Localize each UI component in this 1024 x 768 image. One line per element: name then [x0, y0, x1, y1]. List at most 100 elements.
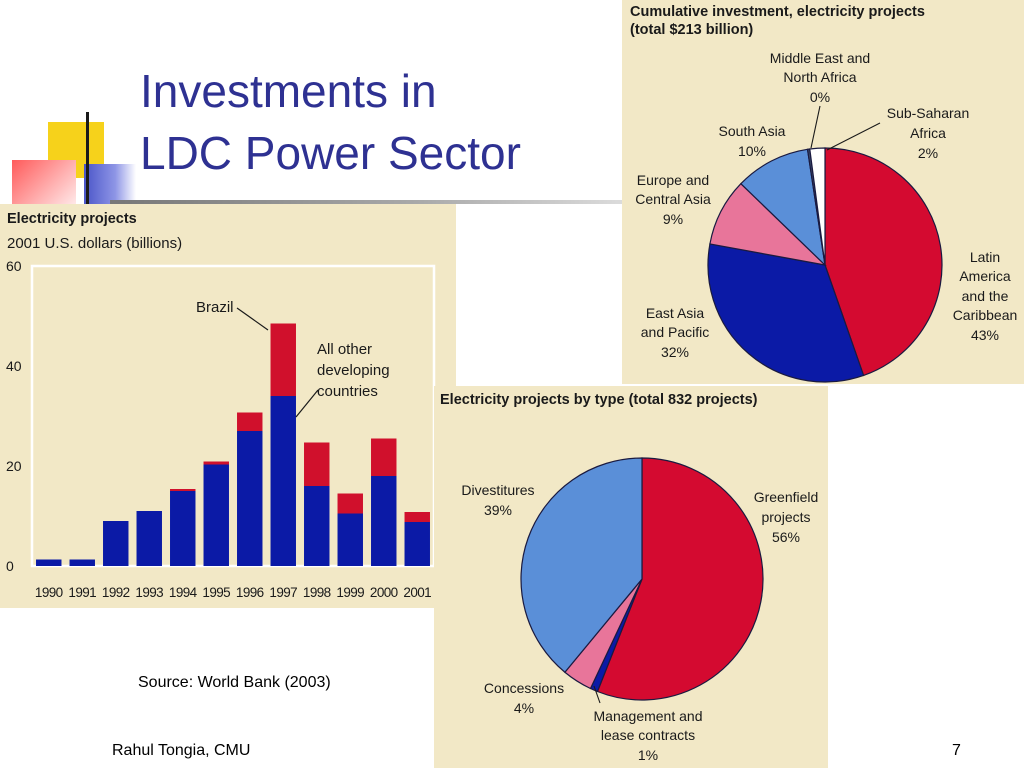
pie-region-label-europe-line-1: Europe and	[637, 172, 709, 188]
bar-1994-other	[170, 491, 196, 566]
y-tick-label: 60	[6, 258, 22, 274]
bar-1994-brazil	[170, 489, 196, 491]
x-tick-label: 1999	[336, 585, 364, 600]
pie-type-slice-3	[520, 457, 643, 674]
bar-1990-other	[36, 559, 62, 566]
bar-2000-brazil	[371, 438, 397, 476]
pie-region-label-latin-line-1: Latin	[970, 249, 1000, 265]
pie-region-label-latin-line-2: America	[959, 268, 1011, 284]
pie-region-slice-5	[809, 147, 826, 266]
pie-region-label-ssa-line-2: Africa	[910, 125, 946, 141]
pie-region-label-eastasia-line-1: East Asia	[646, 305, 705, 321]
pie-region-pct-latin: 43%	[971, 327, 999, 343]
footer-author: Rahul Tongia, CMU	[112, 742, 251, 759]
bar-chart-title: Electricity projects	[7, 211, 137, 227]
footer-page-number: 7	[952, 742, 961, 759]
pie-type-label-greenfield-line-2: projects	[761, 509, 810, 525]
slide-title-line-2: LDC Power Sector	[140, 127, 521, 179]
x-tick-label: 1995	[202, 585, 230, 600]
pie-region-pct-southasia: 10%	[738, 143, 766, 159]
pie-type-leader-mgmt	[593, 685, 601, 704]
x-tick-label: 2000	[370, 585, 398, 600]
annotation-other-line-2: developing	[317, 362, 390, 379]
bar-chart-panel: Electricity projects 2001 U.S. dollars (…	[0, 204, 456, 608]
bar-1996-brazil	[237, 412, 263, 431]
annotation-leader-brazil	[236, 307, 269, 331]
pie-region-label-europe-line-2: Central Asia	[635, 191, 711, 207]
pie-region-leader-mena	[810, 105, 821, 149]
pie-region-panel: Cumulative investment, electricity proje…	[622, 0, 1024, 384]
decor-blue-square	[84, 164, 136, 204]
pie-type-pct-greenfield: 56%	[772, 529, 800, 545]
slide-title: Investments in LDC Power Sector	[140, 60, 610, 184]
pie-type-label-concessions: Concessions	[484, 680, 564, 696]
pie-type-slice-0	[596, 457, 764, 701]
pie-type-pct-mgmt: 1%	[638, 747, 658, 763]
x-tick-label: 1993	[135, 585, 163, 600]
pie-region-pct-ssa: 2%	[918, 145, 938, 161]
pie-region-pct-eastasia: 32%	[661, 344, 689, 360]
bar-1997-other	[270, 396, 296, 566]
x-tick-label: 1997	[269, 585, 297, 600]
slide-title-line-1: Investments in	[140, 65, 437, 117]
bar-1998-brazil	[304, 442, 330, 486]
bar-1999-brazil	[337, 493, 363, 514]
pie-chart-region: Cumulative investment, electricity proje…	[630, 4, 1018, 383]
decor-red-square	[12, 160, 76, 204]
pie-region-slice-1	[707, 243, 865, 383]
pie-region-label-mena-line-2: North Africa	[783, 69, 856, 85]
source-note: Source: World Bank (2003)	[138, 674, 331, 691]
pie-type-label-mgmt-line-2: lease contracts	[601, 727, 695, 743]
pie-region-label-latin-line-3: and the	[962, 288, 1009, 304]
x-tick-label: 1996	[236, 585, 264, 600]
pie-region-pct-mena: 0%	[810, 89, 830, 105]
pie-region-slice-3	[740, 148, 826, 267]
annotation-brazil: Brazil	[196, 299, 234, 316]
bar-1991-other	[69, 559, 95, 566]
decor-vertical-line	[86, 112, 89, 210]
x-tick-label: 1998	[303, 585, 331, 600]
pie-type-panel: Electricity projects by type (total 832 …	[434, 386, 828, 768]
pie-type-pct-divestitures: 39%	[484, 502, 512, 518]
bar-2000-other	[371, 476, 397, 566]
bar-1999-other	[337, 513, 363, 566]
bar-1995-other	[203, 464, 229, 566]
x-tick-label: 1991	[68, 585, 96, 600]
pie-region-title-line-2: (total $213 billion)	[630, 22, 753, 38]
pie-region-slice-0	[824, 147, 943, 377]
pie-region-label-ssa-line-1: Sub-Saharan	[887, 105, 970, 121]
bar-1993-other	[136, 511, 162, 566]
y-tick-label: 40	[6, 358, 22, 374]
pie-type-title: Electricity projects by type (total 832 …	[440, 392, 758, 408]
pie-region-title-line-1: Cumulative investment, electricity proje…	[630, 4, 925, 20]
pie-chart-type: Electricity projects by type (total 832 …	[440, 392, 819, 763]
pie-region-label-eastasia-line-2: and Pacific	[641, 324, 709, 340]
x-tick-label: 1992	[102, 585, 130, 600]
annotation-other-line-3: countries	[317, 383, 378, 400]
bar-1998-other	[304, 486, 330, 566]
pie-type-label-divestitures: Divestitures	[461, 482, 534, 498]
bar-1997-brazil	[270, 323, 296, 396]
pie-type-label-mgmt-line-1: Management and	[594, 708, 703, 724]
annotation-leader-other	[295, 389, 319, 418]
pie-region-pct-europe: 9%	[663, 211, 683, 227]
bar-1995-brazil	[203, 461, 229, 465]
bar-2001-brazil	[404, 512, 430, 522]
pie-type-label-greenfield-line-1: Greenfield	[754, 489, 819, 505]
pie-region-label-latin-line-4: Caribbean	[953, 307, 1018, 323]
y-tick-label: 0	[6, 558, 14, 574]
bar-2001-other	[404, 522, 430, 566]
x-tick-label: 1990	[35, 585, 63, 600]
x-tick-label: 1994	[169, 585, 198, 600]
bar-chart-subtitle: 2001 U.S. dollars (billions)	[7, 235, 182, 252]
bar-chart: Electricity projects 2001 U.S. dollars (…	[6, 211, 436, 600]
pie-region-label-mena-line-1: Middle East and	[770, 50, 870, 66]
annotation-other-line-1: All other	[317, 341, 372, 358]
pie-region-leader-ssa	[826, 122, 881, 151]
pie-type-pct-concessions: 4%	[514, 700, 534, 716]
pie-region-label-southasia: South Asia	[719, 123, 786, 139]
bar-1996-other	[237, 431, 263, 566]
y-tick-label: 20	[6, 458, 22, 474]
bar-1992-other	[103, 521, 129, 566]
decor-horizontal-rule	[110, 200, 630, 204]
